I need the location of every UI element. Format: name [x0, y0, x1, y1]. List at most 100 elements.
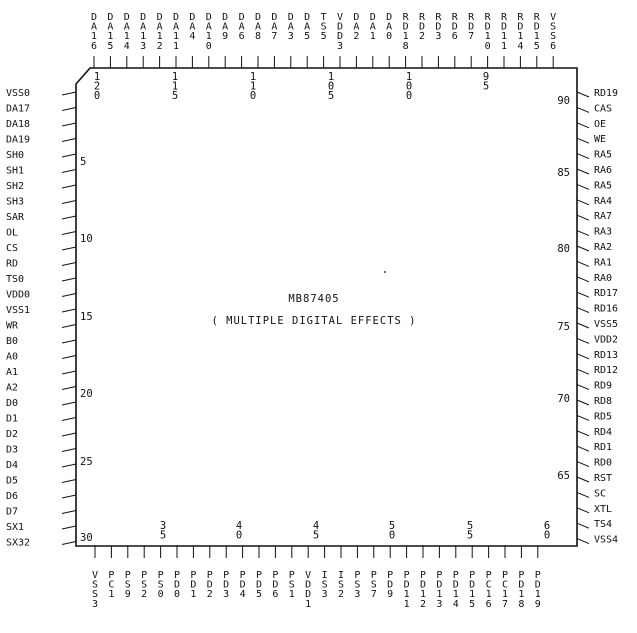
left-pin-lead — [61, 91, 77, 96]
right-pin-lead — [576, 291, 590, 298]
left-pin-lead — [61, 231, 77, 235]
right-pin-label: VSS5 — [594, 319, 618, 330]
right-pin-lead — [576, 476, 590, 483]
pin-number-group: 5 10 15 20 25 30 90 85 80 75 70 65 1 2 0 1 1 5 1 1 0 1 0 5 1 0 0 9 5… — [80, 71, 570, 544]
chip-body-outline — [75, 67, 578, 547]
right-pin-label: RD4 — [594, 427, 612, 438]
left-pin-lead — [61, 417, 77, 421]
right-pin-lead — [576, 384, 590, 391]
left-pin-lead — [61, 308, 77, 313]
right-pin-label: RA7 — [594, 211, 612, 222]
left-pin-lead — [61, 324, 77, 328]
right-pin-lead — [576, 91, 590, 98]
bottom-pin-group: V S S 3 P C 1 P S 9 P S 2 P S 0 P D 0 P D 1 P D 2 P D 3 P D 4 P D 5 P D 6 P S 1… — [92, 546, 541, 610]
right-pin-lead — [576, 368, 590, 375]
left-pin-lead — [61, 510, 77, 514]
left-pin-lead — [61, 355, 77, 359]
right-pin-lead — [576, 414, 590, 421]
right-pin-number: 85 — [557, 167, 570, 179]
right-pin-lead — [576, 522, 590, 529]
left-pin-lead — [61, 541, 77, 545]
left-pin-label: WR — [6, 321, 19, 332]
left-pin-lead — [61, 448, 77, 452]
left-pin-label: A1 — [6, 367, 18, 378]
left-pin-label: SX32 — [6, 538, 30, 549]
right-pin-number: 65 — [557, 470, 570, 482]
right-pin-lead — [576, 168, 590, 175]
left-pin-number: 10 — [80, 233, 93, 245]
left-pin-lead — [61, 277, 77, 282]
right-pin-lead — [576, 106, 590, 113]
left-pin-label: DA19 — [6, 135, 30, 146]
left-pin-lead — [61, 479, 77, 483]
right-pin-lead — [576, 491, 590, 498]
right-pin-lead — [576, 430, 590, 437]
right-pin-label: RD8 — [594, 396, 612, 407]
right-pin-lead — [576, 214, 590, 221]
right-pin-label: RA1 — [594, 257, 612, 268]
left-pin-lead — [61, 432, 77, 437]
left-pin-label: DA17 — [6, 104, 30, 115]
right-pin-lead — [576, 230, 590, 237]
left-pin-label: D5 — [6, 476, 18, 487]
left-pin-label: D1 — [6, 414, 18, 425]
left-pin-lead — [61, 200, 77, 204]
right-pin-number: 70 — [557, 393, 570, 405]
right-pin-label: RD0 — [594, 458, 612, 469]
right-pin-lead — [576, 337, 590, 344]
left-pin-lead — [61, 262, 77, 266]
left-pin-label: SH2 — [6, 181, 24, 192]
right-pin-label: RA6 — [594, 165, 612, 176]
left-pin-lead — [61, 339, 77, 344]
right-pin-lead — [576, 122, 590, 129]
right-pin-label: RD17 — [594, 288, 618, 299]
left-pin-number: 15 — [80, 311, 93, 323]
right-pin-label: RD12 — [594, 365, 618, 376]
right-pin-label: RA5 — [594, 150, 612, 161]
left-pin-lead — [61, 401, 77, 406]
right-pin-label: RA3 — [594, 227, 612, 238]
right-pin-number: 75 — [557, 321, 570, 333]
left-pin-lead — [61, 386, 77, 390]
right-pin-label: RA2 — [594, 242, 612, 253]
right-pin-lead — [576, 538, 590, 545]
right-pin-lead — [576, 183, 590, 190]
right-pin-label: RA4 — [594, 196, 612, 207]
right-pin-lead — [576, 137, 590, 144]
left-pin-label: D0 — [6, 398, 18, 409]
